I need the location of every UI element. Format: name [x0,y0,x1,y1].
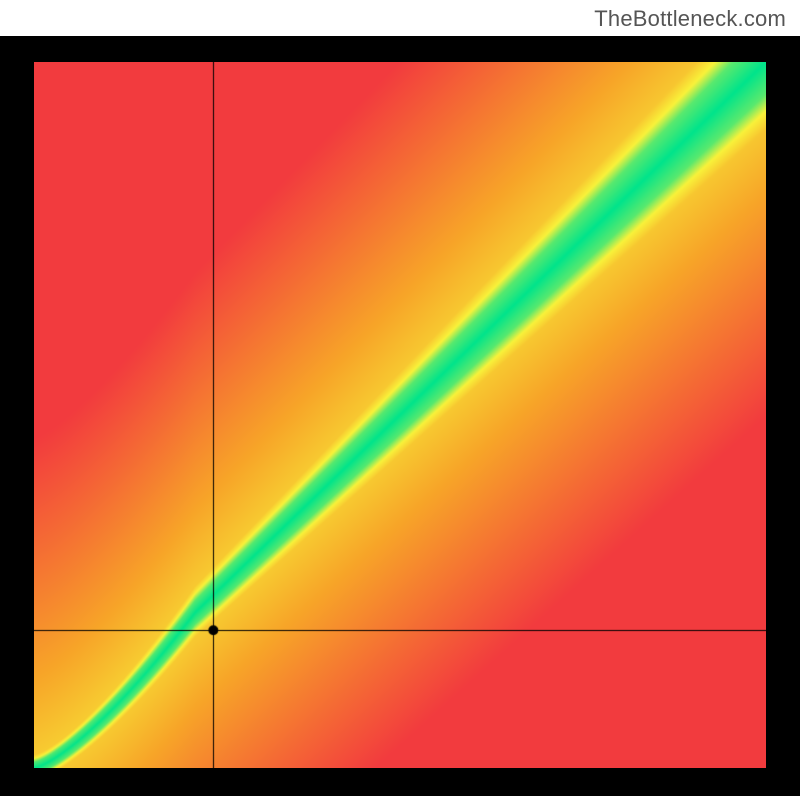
watermark-text: TheBottleneck.com [594,6,786,32]
chart-container: TheBottleneck.com [0,0,800,800]
crosshair-canvas [34,62,766,768]
